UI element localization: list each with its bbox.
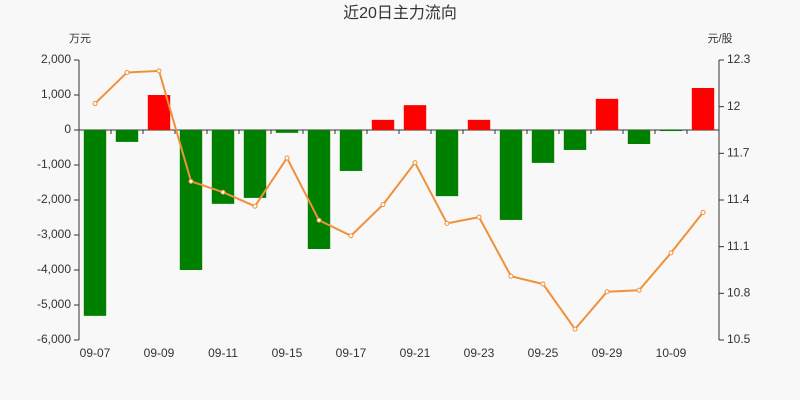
- x-tick-label: 09-15: [272, 346, 303, 360]
- x-tick-label: 10-09: [656, 346, 687, 360]
- x-tick-label: 09-25: [528, 346, 559, 360]
- price-point: [252, 203, 258, 209]
- price-point: [444, 220, 450, 226]
- bar: [339, 130, 363, 171]
- price-point: [412, 160, 418, 166]
- bar: [435, 130, 459, 197]
- y2-tick-label: 11.4: [727, 192, 750, 206]
- bar: [595, 98, 619, 130]
- price-point: [636, 287, 642, 293]
- bar: [371, 119, 395, 130]
- price-point: [476, 214, 482, 220]
- bar: [275, 130, 299, 133]
- bar: [691, 88, 715, 130]
- bar: [403, 105, 427, 130]
- bar: [499, 130, 523, 220]
- bar: [115, 130, 139, 142]
- x-tick-label: 09-17: [336, 346, 367, 360]
- x-tick-label: 09-21: [400, 346, 431, 360]
- bar: [243, 130, 267, 198]
- x-tick-label: 09-09: [144, 346, 175, 360]
- bar: [307, 130, 331, 249]
- x-tick-label: 09-29: [592, 346, 623, 360]
- price-line: [94, 69, 704, 331]
- bar: [467, 119, 491, 130]
- x-tick-label: 09-07: [80, 346, 111, 360]
- y-axis-unit: 万元: [69, 33, 91, 45]
- bar: [627, 130, 651, 144]
- bar: [147, 95, 171, 130]
- x-tick-label: 09-23: [464, 346, 495, 360]
- price-point: [316, 217, 322, 223]
- y-tick-label: -1,000: [37, 157, 71, 171]
- price-point: [188, 178, 194, 184]
- y2-tick-label: 12.3: [727, 52, 751, 66]
- price-point: [604, 289, 610, 295]
- x-tick-label: 09-11: [208, 346, 238, 360]
- price-point: [668, 250, 674, 256]
- price-point: [508, 273, 514, 279]
- price-point: [284, 155, 290, 161]
- price-point: [156, 68, 162, 74]
- y-tick-label: -5,000: [37, 297, 71, 311]
- y2-axis-unit: 元/股: [707, 32, 732, 45]
- y2-tick-label: 10.5: [727, 332, 751, 346]
- price-point: [380, 202, 386, 208]
- y-tick-label: -2,000: [37, 192, 71, 206]
- price-point: [572, 326, 578, 332]
- y-tick-label: 2,000: [41, 52, 71, 66]
- y2-tick-label: 11.1: [727, 239, 750, 253]
- bar: [531, 130, 555, 163]
- y-tick-label: -3,000: [37, 227, 71, 241]
- y-tick-label: -4,000: [37, 262, 71, 276]
- y-tick-label: -6,000: [37, 332, 71, 346]
- bar: [563, 130, 587, 150]
- price-point: [92, 101, 98, 107]
- price-point: [348, 233, 354, 239]
- y-tick-label: 1,000: [41, 87, 71, 101]
- bar: [659, 130, 683, 132]
- y2-tick-label: 11.7: [727, 146, 750, 160]
- bar: [83, 130, 107, 316]
- price-point: [540, 281, 546, 287]
- y-tick-label: 0: [64, 122, 71, 136]
- bar: [211, 130, 235, 204]
- chart-title: 近20日主力流向: [343, 4, 457, 22]
- y2-tick-label: 10.8: [727, 286, 751, 300]
- price-point: [700, 209, 706, 215]
- price-point: [220, 189, 226, 195]
- y2-tick-label: 12: [727, 99, 741, 113]
- price-point: [124, 69, 130, 75]
